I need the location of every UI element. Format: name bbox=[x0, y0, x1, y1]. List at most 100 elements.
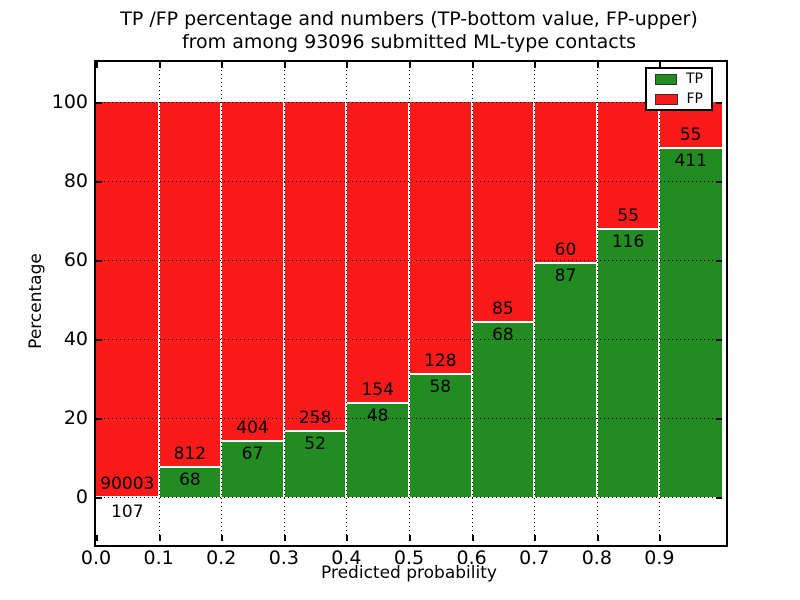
x-tick-label: 0.4 bbox=[331, 547, 362, 569]
bar-segment-fp bbox=[409, 101, 472, 374]
y-tick-mark bbox=[96, 339, 102, 342]
y-tick-mark bbox=[96, 101, 102, 104]
x-tick-label: 0.0 bbox=[80, 547, 112, 569]
y-tick-mark bbox=[96, 180, 102, 183]
bar-edge bbox=[283, 430, 347, 433]
fp-count-label: 154 bbox=[361, 380, 394, 401]
bar-edge bbox=[158, 465, 222, 468]
legend-entry: TP bbox=[655, 70, 703, 87]
x-tick-mark-top bbox=[158, 62, 161, 68]
bar-edge bbox=[534, 262, 597, 265]
bar-edge bbox=[596, 227, 660, 230]
bar-separator bbox=[470, 101, 473, 498]
x-gridline bbox=[284, 62, 285, 541]
bar-segment-fp bbox=[221, 101, 284, 442]
bar-segment-fp bbox=[534, 101, 597, 264]
tp-count-label: 87 bbox=[554, 266, 577, 287]
x-gridline bbox=[409, 62, 410, 541]
chart-title-line1: TP /FP percentage and numbers (TP-bottom… bbox=[120, 8, 698, 30]
x-tick-label: 0.9 bbox=[644, 547, 675, 569]
x-tick-mark bbox=[471, 535, 474, 541]
bar-edge bbox=[96, 495, 159, 498]
bar-segment-tp bbox=[596, 228, 660, 498]
y-tick-mark bbox=[96, 259, 102, 262]
bar-edge bbox=[659, 147, 722, 150]
y-tick-mark-right bbox=[716, 497, 722, 500]
x-tick-label: 0.5 bbox=[393, 547, 425, 569]
tp-count-label: 58 bbox=[429, 377, 452, 398]
legend-swatch-tp bbox=[655, 73, 677, 85]
fp-count-label: 258 bbox=[298, 408, 332, 429]
x-tick-mark bbox=[596, 535, 599, 541]
legend-label: TP bbox=[686, 70, 703, 87]
x-gridline bbox=[346, 62, 347, 541]
y-gridline bbox=[96, 181, 722, 182]
tp-count-label: 68 bbox=[492, 324, 514, 345]
bar-segment-tp bbox=[158, 466, 222, 498]
x-tick-mark bbox=[158, 535, 161, 541]
y-tick-mark-right bbox=[716, 101, 722, 104]
tp-count-label: 107 bbox=[111, 502, 144, 523]
x-tick-mark-top bbox=[659, 62, 662, 68]
x-gridline bbox=[659, 62, 660, 541]
fp-count-label: 128 bbox=[424, 351, 457, 372]
x-tick-label: 0.3 bbox=[268, 547, 299, 569]
y-tick-label: 60 bbox=[63, 248, 88, 271]
x-tick-label: 0.1 bbox=[143, 547, 174, 569]
x-gridline bbox=[597, 62, 598, 541]
x-gridline bbox=[159, 62, 160, 541]
y-gridline bbox=[96, 260, 722, 261]
y-tick-label: 0 bbox=[75, 486, 88, 509]
x-gridline bbox=[221, 62, 222, 541]
y-tick-label: 20 bbox=[63, 407, 88, 430]
tp-count-label: 116 bbox=[611, 231, 645, 252]
bar-edge bbox=[471, 320, 535, 323]
x-tick-mark bbox=[96, 535, 98, 541]
bar-separator bbox=[595, 101, 598, 498]
legend: TP FP bbox=[645, 67, 713, 111]
x-tick-mark bbox=[534, 535, 537, 541]
x-gridline bbox=[472, 62, 473, 541]
y-gridline bbox=[96, 102, 722, 103]
x-axis-label: Predicted probability bbox=[321, 563, 497, 583]
x-tick-mark-top bbox=[409, 62, 411, 68]
x-tick-label: 0.8 bbox=[581, 547, 612, 569]
bar-segment-tp bbox=[534, 263, 597, 498]
y-gridline bbox=[96, 418, 722, 419]
fp-count-label: 60 bbox=[554, 240, 577, 261]
bar-separator bbox=[282, 101, 285, 498]
fp-count-label: 90003 bbox=[100, 473, 155, 494]
x-tick-mark bbox=[409, 535, 411, 541]
x-tick-mark-top bbox=[596, 62, 599, 68]
fp-count-label: 55 bbox=[679, 125, 702, 146]
legend-label: FP bbox=[686, 90, 704, 107]
fp-count-label: 812 bbox=[173, 443, 207, 464]
x-tick-mark-top bbox=[283, 62, 286, 68]
bar-edge bbox=[221, 440, 284, 443]
x-tick-mark-top bbox=[346, 62, 349, 68]
y-gridline bbox=[96, 339, 722, 340]
bar-segment-fp bbox=[471, 101, 535, 322]
y-tick-mark bbox=[96, 418, 102, 421]
x-tick-mark bbox=[659, 535, 662, 541]
bar-segment-tp bbox=[283, 431, 347, 498]
y-tick-label: 40 bbox=[63, 328, 88, 351]
bar-segment-tp bbox=[471, 321, 535, 498]
bar-edge bbox=[409, 373, 472, 376]
x-tick-label: 0.6 bbox=[456, 547, 487, 569]
bar-separator bbox=[157, 101, 160, 498]
y-tick-label: 100 bbox=[51, 90, 88, 113]
x-tick-label: 0.7 bbox=[519, 547, 550, 569]
x-tick-mark-top bbox=[471, 62, 474, 68]
y-tick-mark-right bbox=[716, 339, 722, 342]
x-gridline bbox=[534, 62, 535, 541]
tp-count-label: 52 bbox=[304, 434, 326, 455]
fp-count-label: 404 bbox=[236, 418, 269, 439]
y-tick-mark-right bbox=[716, 180, 722, 183]
y-gridline bbox=[96, 497, 722, 498]
tp-count-label: 411 bbox=[674, 151, 707, 172]
bar-edge bbox=[346, 402, 409, 405]
y-tick-mark-right bbox=[716, 418, 722, 421]
x-tick-mark-top bbox=[534, 62, 537, 68]
